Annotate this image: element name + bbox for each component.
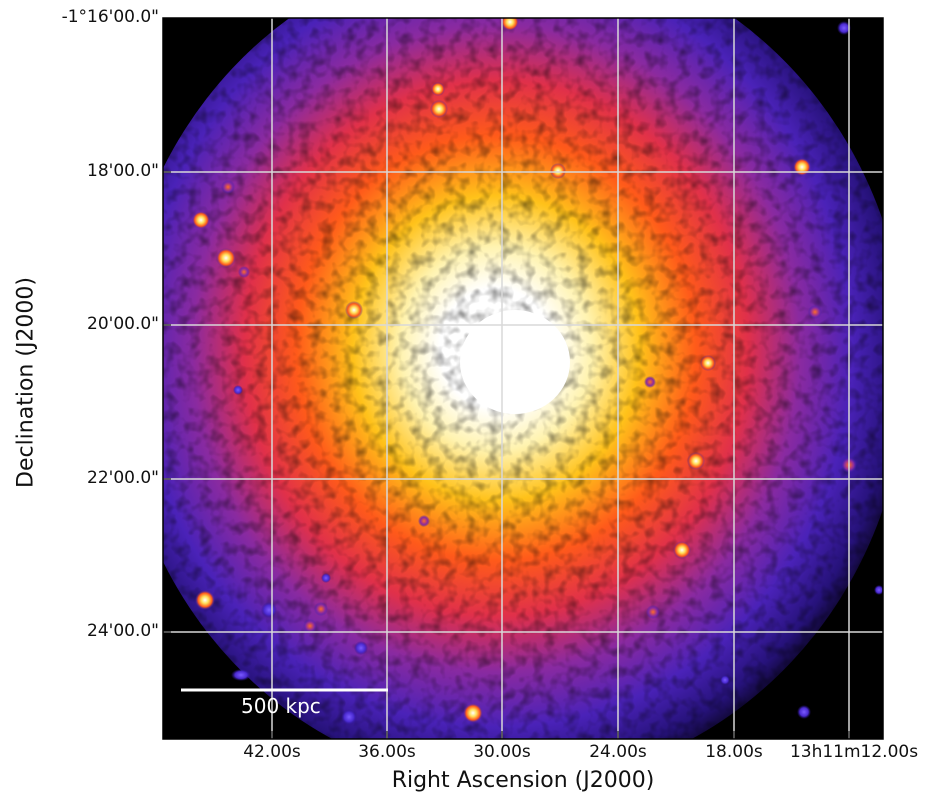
- plot-frame: [162, 17, 884, 740]
- ra-tick-label: 18.00s: [705, 742, 763, 762]
- ra-tick-label: 24.00s: [589, 742, 647, 762]
- axis-ticks: [163, 171, 850, 739]
- x-axis-title: Right Ascension (J2000): [391, 768, 655, 793]
- y-axis-title: Declination (J2000): [13, 277, 39, 488]
- dec-tick-label: 20'00.0": [87, 314, 159, 334]
- dec-tick-label: 22'00.0": [87, 468, 159, 488]
- dec-tick-label: -1°16'00.0": [61, 7, 159, 27]
- ra-tick-label: 42.00s: [243, 742, 301, 762]
- coordinate-grid: [163, 18, 883, 739]
- ra-tick-label: 36.00s: [358, 742, 416, 762]
- dec-tick-label: 18'00.0": [87, 161, 159, 181]
- ra-tick-label: 13h11m12.00s: [789, 742, 919, 762]
- scale-bar-label: 500 kpc: [241, 694, 321, 718]
- dec-tick-label: 24'00.0": [87, 621, 159, 641]
- xray-image: [163, 18, 883, 739]
- ra-tick-label: 30.00s: [473, 742, 531, 762]
